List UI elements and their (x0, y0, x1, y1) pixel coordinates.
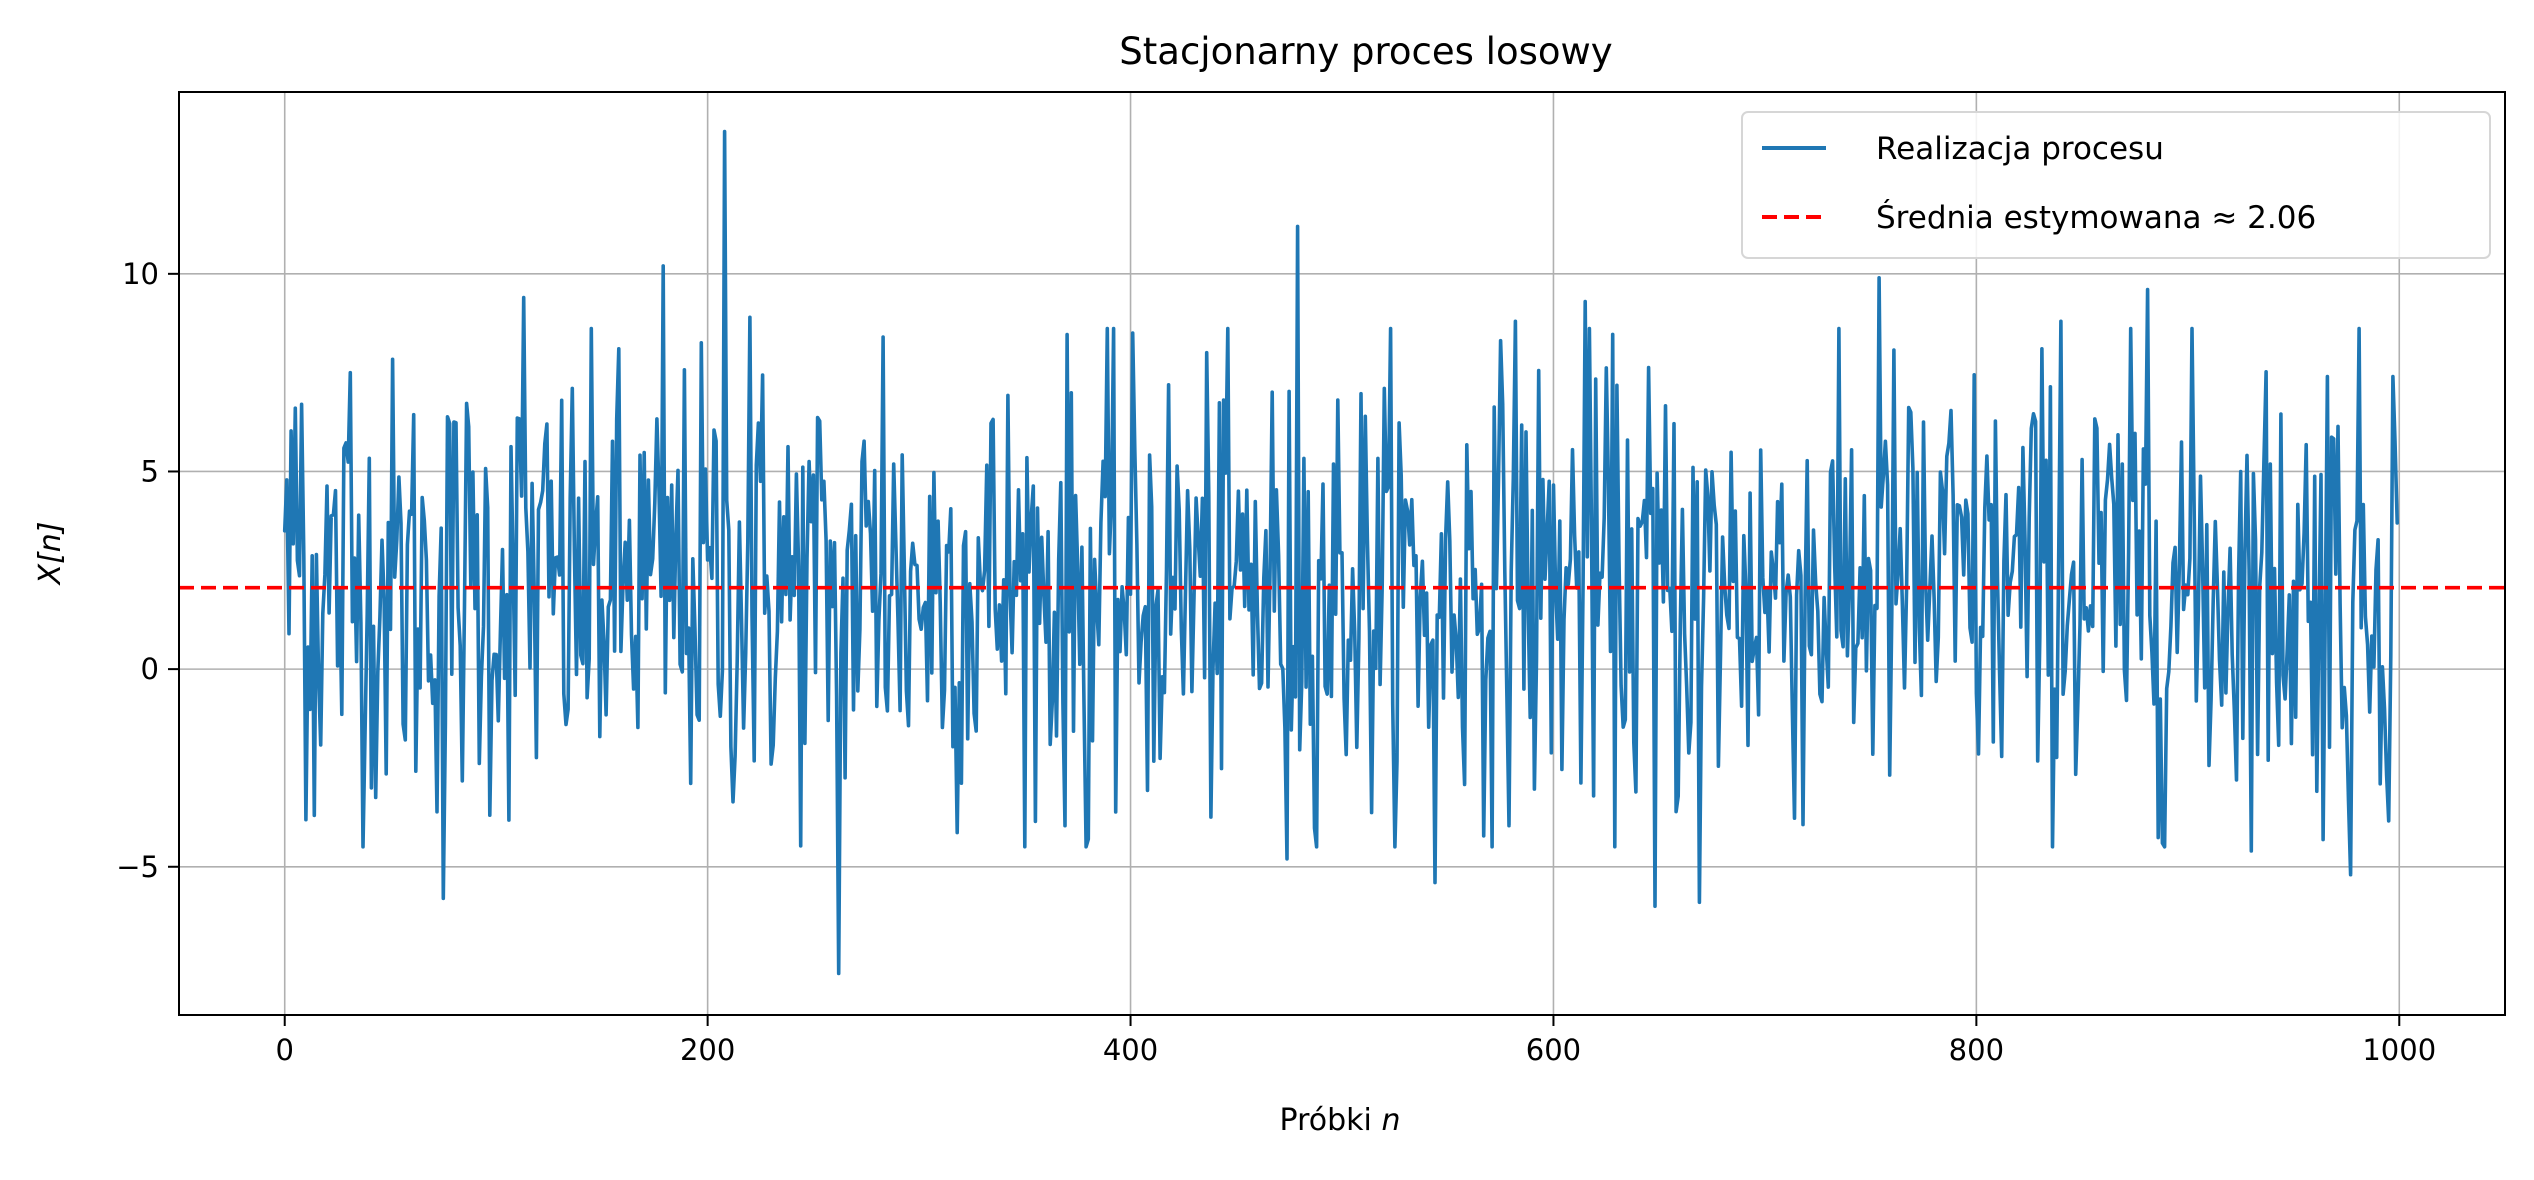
x-axis-label-main: Próbki (1280, 1103, 1382, 1138)
x-tick-label: 400 (1103, 1033, 1158, 1067)
x-axis-label: Próbki n (1280, 1103, 1401, 1138)
y-axis-label: X[n] (33, 522, 68, 587)
x-tick-label: 200 (680, 1033, 735, 1067)
y-tick-label: 10 (122, 257, 159, 291)
series-line-process (282, 129, 2399, 976)
x-axis-label-var: n (1381, 1103, 1400, 1138)
y-axis: −5 0 5 10 (116, 257, 179, 884)
plot-area (179, 129, 2505, 976)
legend-label-mean: Średnia estymowana ≈ 2.06 (1876, 199, 2316, 236)
y-tick-label: 5 (141, 454, 159, 488)
y-tick-label: −5 (116, 850, 159, 884)
y-tick-label: 0 (141, 652, 159, 686)
legend: Realizacja procesu Średnia estymowana ≈ … (1741, 111, 2491, 259)
x-tick-label: 1000 (2362, 1033, 2436, 1067)
axes-frame (178, 91, 2506, 1016)
x-tick-label: 600 (1526, 1033, 1581, 1067)
chart-title: Stacjonarny proces losowy (1119, 30, 1612, 73)
legend-label-process: Realizacja procesu (1876, 131, 2164, 167)
x-axis: 0 200 400 600 800 1000 (276, 1015, 2436, 1067)
legend-box (1741, 111, 2491, 259)
x-tick-label: 800 (1949, 1033, 2004, 1067)
x-tick-label: 0 (276, 1033, 294, 1067)
